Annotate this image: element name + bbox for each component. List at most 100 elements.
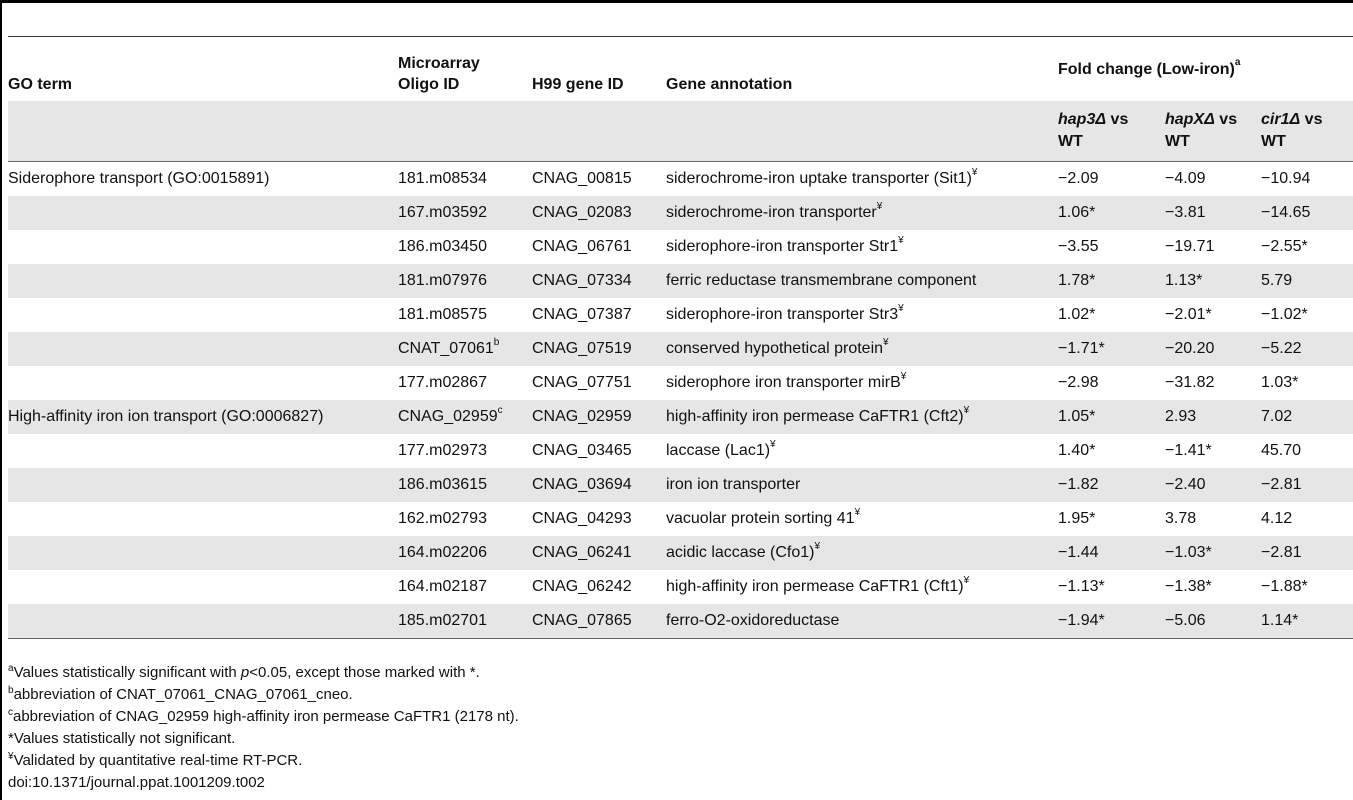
cell-hap3-fold: −1.71* <box>1058 332 1165 366</box>
cell-cir1-fold: 1.03* <box>1261 374 1299 391</box>
table-row: 162.m02793 CNAG_04293 vacuolar protein sor… <box>8 502 1353 536</box>
cell-annotation: siderochrome-iron uptake transporter (Si… <box>666 166 978 187</box>
cell-hap3-fold: 1.40* <box>1058 442 1096 459</box>
table-row: 164.m02187 CNAG_06242 high-affinity iron p… <box>8 570 1353 604</box>
cell-hap3-fold: −1.13* <box>1058 578 1105 595</box>
cell-annotation: ferro-O2-oxidoreductase <box>666 604 1058 639</box>
table-row: 164.m02206 CNAG_06241 acidic laccase (Cfo1… <box>8 536 1353 570</box>
col-cir1-vs-wt: cir1Δ vs WT <box>1261 101 1353 162</box>
cell-annotation: high-affinity iron permease CaFTR1 (Cft1… <box>666 574 970 595</box>
cell-annotation: siderophore-iron transporter Str1¥ <box>666 234 904 255</box>
table-row: 177.m02973 CNAG_03465 laccase (Lac1)¥ 1.40*… <box>8 434 1353 468</box>
table-row: 186.m03615 CNAG_03694 iron ion transporter… <box>8 468 1353 502</box>
cell-go-term <box>8 298 398 332</box>
cell-gene-id: CNAG_06241 <box>532 536 666 570</box>
footnote-b: babbreviation of CNAT_07061_CNAG_07061_c… <box>8 685 353 704</box>
cell-go-term <box>8 468 398 502</box>
footnote-a: aValues statistically significant with p… <box>8 663 480 682</box>
cell-oligo-id: 185.m02701 <box>398 604 532 639</box>
cell-gene-id: CNAG_06761 <box>532 238 632 255</box>
header-rule <box>8 36 1353 37</box>
cell-hapx-fold: 3.78 <box>1165 510 1197 527</box>
cell-hap3-fold: −1.44 <box>1058 536 1165 570</box>
table-row: 181.m08575 CNAG_07387 siderophore-iron tra… <box>8 298 1353 332</box>
cell-annotation: ferric reductase transmembrane component <box>666 264 1058 298</box>
cell-annotation: laccase (Lac1)¥ <box>666 438 776 459</box>
cell-gene-id: CNAG_04293 <box>532 510 632 527</box>
table-row: 185.m02701 CNAG_07865 ferro-O2-oxidoreduct… <box>8 604 1353 639</box>
cell-annotation: acidic laccase (Cfo1)¥ <box>666 536 1058 570</box>
cell-hapx-fold: −4.09 <box>1165 170 1206 187</box>
cell-cir1-fold: −10.94 <box>1261 170 1311 187</box>
cell-go-term <box>8 570 398 604</box>
cell-hap3-fold: 1.95* <box>1058 510 1096 527</box>
header-row: GO term Microarray Oligo ID H99 gene ID G… <box>8 37 1353 101</box>
doi: doi:10.1371/journal.ppat.1001209.t002 <box>8 774 265 791</box>
cell-hapx-fold: −1.41* <box>1165 442 1212 459</box>
cell-cir1-fold: −5.22 <box>1261 332 1353 366</box>
cell-go-term <box>8 332 398 366</box>
fold-change-table: GO term Microarray Oligo ID H99 gene ID G… <box>8 37 1353 639</box>
cell-cir1-fold: 45.70 <box>1261 442 1302 459</box>
cell-oligo-id: 186.m03450 <box>398 238 487 255</box>
col-gene-id: H99 gene ID <box>532 76 624 93</box>
top-border <box>0 0 1353 3</box>
cell-gene-id: CNAG_03694 <box>532 468 666 502</box>
cell-hap3-fold: 1.78* <box>1058 264 1165 298</box>
cell-go-term <box>8 264 398 298</box>
table-row: 181.m07976 CNAG_07334 ferric reductase tra… <box>8 264 1353 298</box>
left-border <box>0 0 2 800</box>
cell-hapx-fold: −3.81 <box>1165 196 1261 230</box>
cell-oligo-id: 167.m03592 <box>398 196 532 230</box>
cell-oligo-id: 164.m02187 <box>398 578 487 595</box>
cell-hapx-fold: −19.71 <box>1165 238 1215 255</box>
cell-cir1-fold: −1.02* <box>1261 306 1308 323</box>
cell-gene-id: CNAG_02083 <box>532 196 666 230</box>
subheader-row: hap3Δ vs WT hapXΔ vs WT cir1Δ vs WT <box>8 101 1353 162</box>
cell-oligo-id: 181.m08575 <box>398 306 487 323</box>
cell-cir1-fold: 5.79 <box>1261 264 1353 298</box>
cell-cir1-fold: 1.14* <box>1261 604 1353 639</box>
cell-hapx-fold: −2.40 <box>1165 468 1261 502</box>
cell-gene-id: CNAG_07751 <box>532 374 632 391</box>
table-row: 186.m03450 CNAG_06761 siderophore-iron tra… <box>8 230 1353 264</box>
footnote-star: *Values statistically not significant. <box>8 730 236 747</box>
col-fold-change: Fold change (Low-iron)a <box>1058 57 1241 78</box>
cell-gene-id: CNAG_07519 <box>532 332 666 366</box>
cell-oligo-id: 177.m02867 <box>398 374 487 391</box>
cell-hapx-fold: 2.93 <box>1165 400 1261 434</box>
cell-annotation: siderophore iron transporter mirB¥ <box>666 370 907 391</box>
cell-hapx-fold: −5.06 <box>1165 604 1261 639</box>
cell-cir1-fold: −2.55* <box>1261 238 1308 255</box>
cell-go-term <box>8 502 398 536</box>
cell-annotation: iron ion transporter <box>666 468 1058 502</box>
cell-go-term: High-affinity iron ion transport (GO:000… <box>8 400 398 434</box>
col-oligo-id: Microarray Oligo ID <box>398 55 480 93</box>
cell-hap3-fold: 1.02* <box>1058 306 1096 323</box>
cell-oligo-id: 177.m02973 <box>398 442 487 459</box>
cell-cir1-fold: −2.81 <box>1261 536 1353 570</box>
cell-hapx-fold: 1.13* <box>1165 264 1261 298</box>
cell-hapx-fold: −31.82 <box>1165 374 1215 391</box>
cell-go-term <box>8 536 398 570</box>
cell-annotation: siderophore-iron transporter Str3¥ <box>666 302 904 323</box>
cell-hap3-fold: −2.09 <box>1058 170 1099 187</box>
cell-oligo-id: CNAG_02959c <box>398 400 532 434</box>
col-hap3-vs-wt: hap3Δ vs WT <box>1058 101 1165 162</box>
footnote-yen: ¥Validated by quantitative real-time RT-… <box>8 751 303 770</box>
table-row: 177.m02867 CNAG_07751 siderophore iron tra… <box>8 366 1353 400</box>
cell-cir1-fold: −14.65 <box>1261 196 1353 230</box>
cell-oligo-id: 164.m02206 <box>398 536 532 570</box>
cell-hapx-fold: −1.03* <box>1165 536 1261 570</box>
table-row: CNAT_07061b CNAG_07519 conserved hypotheti… <box>8 332 1353 366</box>
cell-go-term <box>8 604 398 639</box>
cell-oligo-id: 186.m03615 <box>398 468 532 502</box>
cell-go-term <box>8 366 398 400</box>
cell-hapx-fold: −2.01* <box>1165 306 1212 323</box>
cell-hapx-fold: −1.38* <box>1165 578 1212 595</box>
cell-oligo-id: 181.m08534 <box>398 170 487 187</box>
cell-cir1-fold: −1.88* <box>1261 578 1308 595</box>
cell-cir1-fold: 7.02 <box>1261 400 1353 434</box>
table-row: Siderophore transport (GO:0015891) 181.m0… <box>8 162 1353 197</box>
cell-cir1-fold: −2.81 <box>1261 468 1353 502</box>
